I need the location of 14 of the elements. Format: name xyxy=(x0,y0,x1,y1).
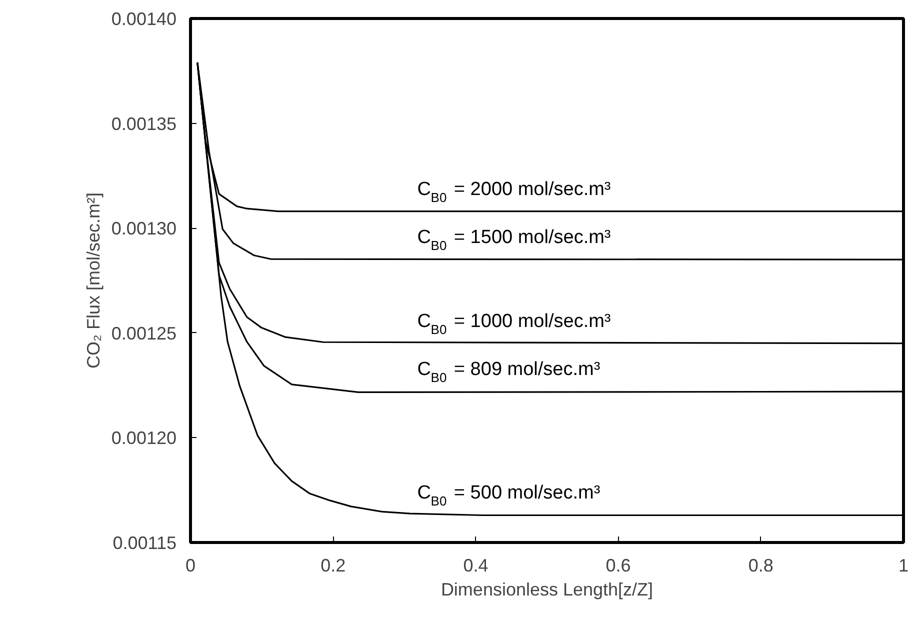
y-tick-label: 0.00115 xyxy=(112,533,177,553)
y-tick-label: 0.00135 xyxy=(111,114,177,134)
x-tick-label: 0.8 xyxy=(748,556,774,576)
y-tick-label: 0.00120 xyxy=(111,428,177,448)
y-axis-title: CO₂ Flux [mol/sec.m²] xyxy=(83,192,104,368)
x-tick-label: 0.6 xyxy=(606,556,631,576)
x-tick-label: 1 xyxy=(898,556,909,576)
x-tick-label: 0 xyxy=(185,556,196,576)
y-tick-label: 0.00130 xyxy=(111,218,177,239)
x-tick-label: 0.4 xyxy=(463,556,488,576)
y-tick-label: 0.00125 xyxy=(111,323,177,344)
x-axis-title: Dimensionless Length[z/Z] xyxy=(440,580,654,600)
x-tick-label: 0.2 xyxy=(320,556,346,576)
y-tick-label: 0.00140 xyxy=(111,9,177,29)
